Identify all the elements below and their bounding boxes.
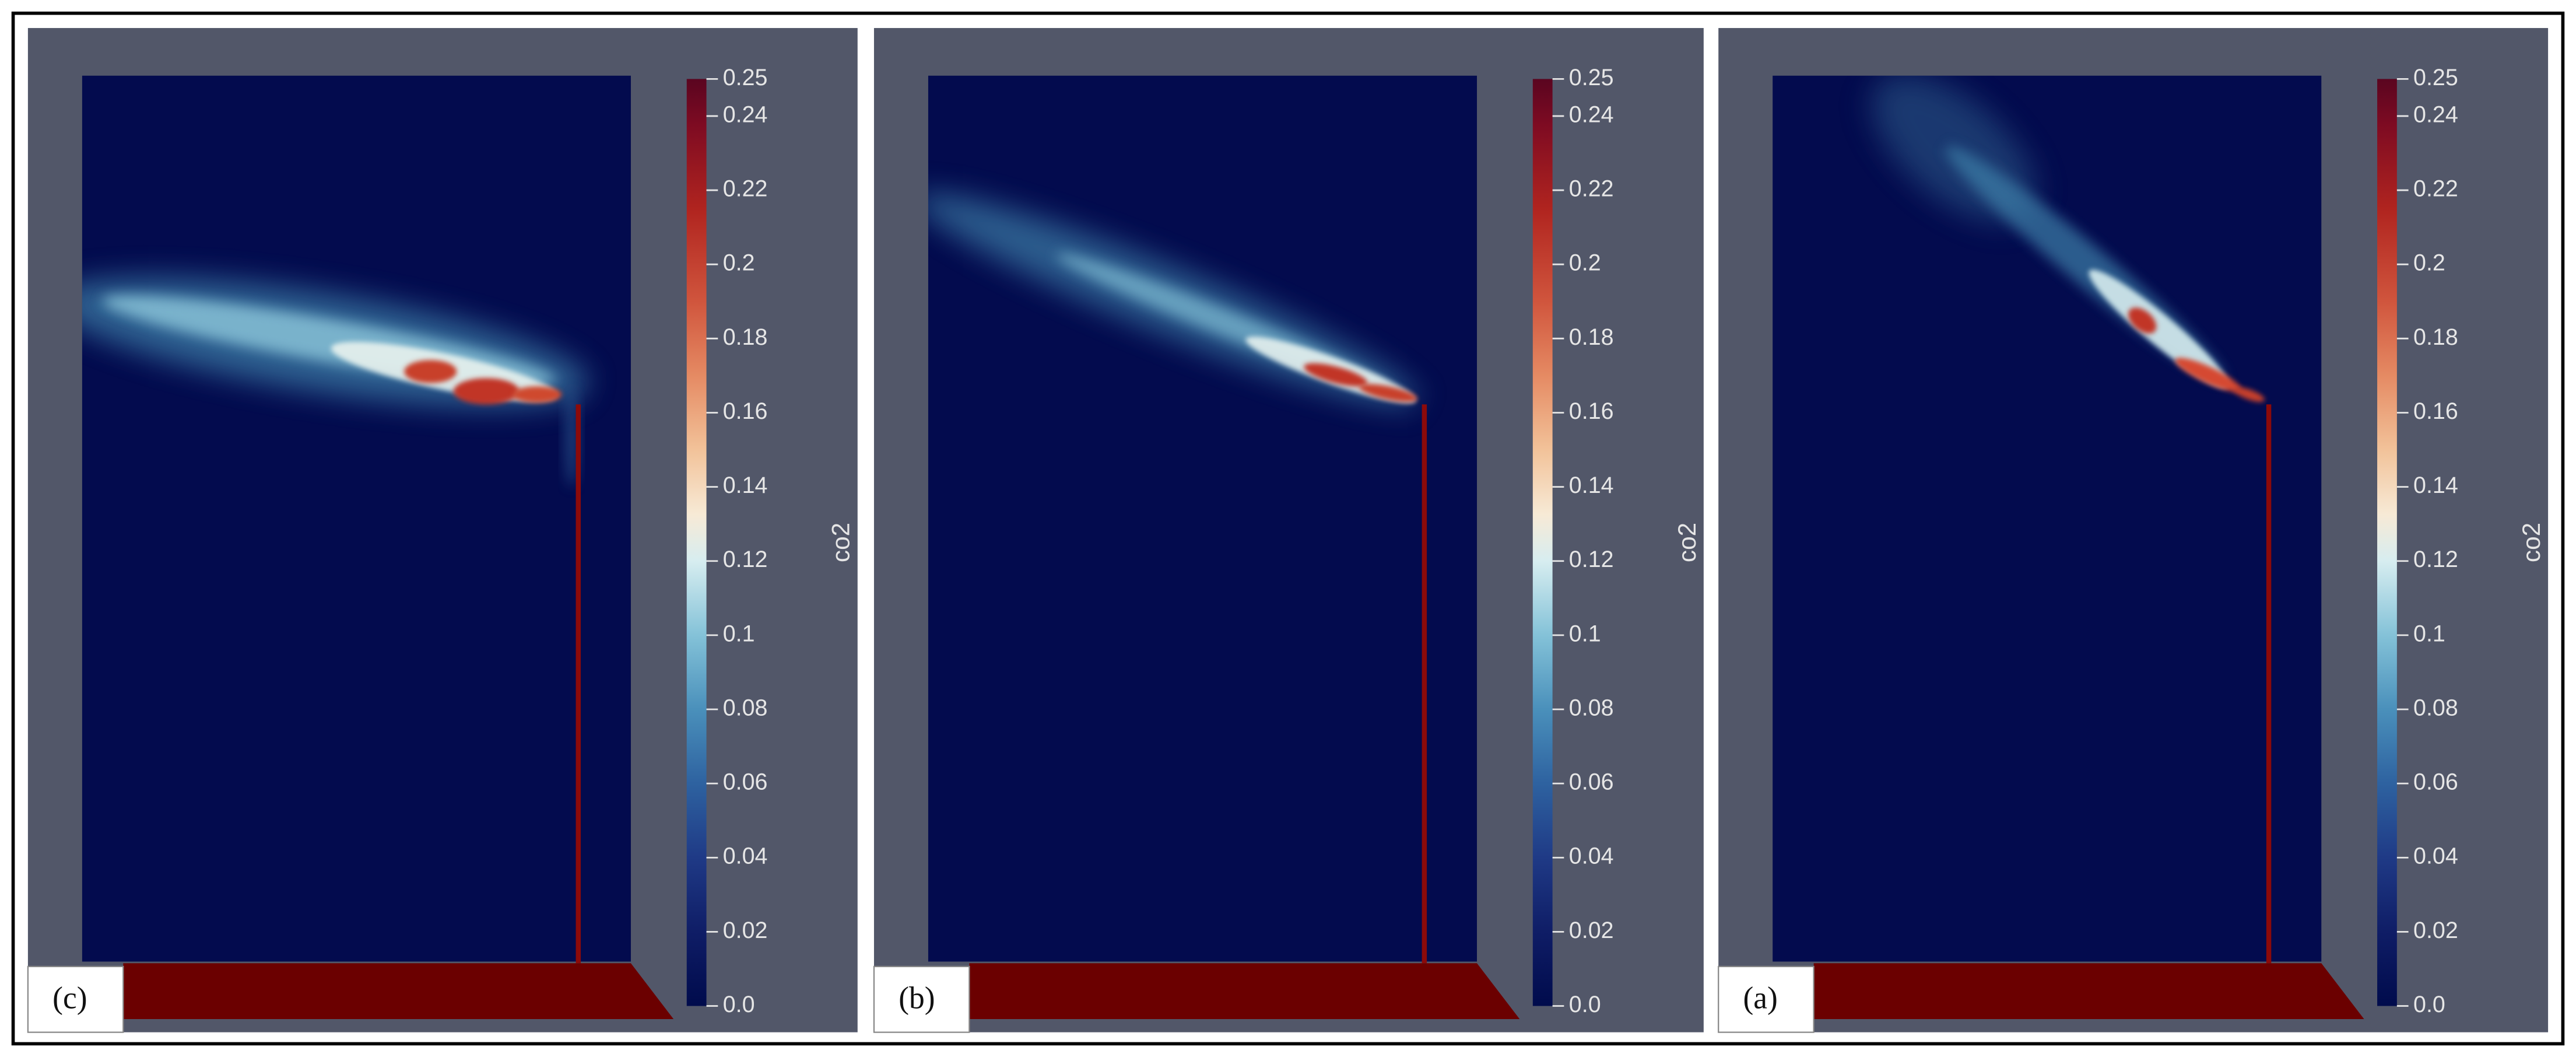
colorbar-tick-label: 0.04 <box>723 844 768 869</box>
colorbar-tick-label: 0.08 <box>723 695 768 720</box>
plume <box>928 193 1419 405</box>
colorbar-tick-label: 0.0 <box>2413 992 2445 1017</box>
colorbar-title: co2 <box>827 523 855 562</box>
colorbar-tick-label: 0.25 <box>1569 65 1614 90</box>
plume-part <box>453 378 520 405</box>
plume-part <box>2233 387 2265 402</box>
colorbar-title: co2 <box>2518 523 2545 562</box>
label-box <box>1718 965 1815 1033</box>
colorbar-tick-label: 0.08 <box>1569 695 1614 720</box>
ground <box>123 963 674 1020</box>
colorbar-tick-label: 0.22 <box>2413 176 2458 202</box>
outer-border <box>11 11 2565 1046</box>
colorbar-tick-label: 0.06 <box>1569 769 1614 795</box>
ground <box>969 963 1520 1020</box>
colorbar-tick-label: 0.22 <box>723 176 768 202</box>
colorbar-tick-label: 0.02 <box>1569 918 1614 943</box>
colorbar-tick-label: 0.2 <box>1569 250 1601 276</box>
plume <box>82 277 588 487</box>
colorbar-tick-label: 0.25 <box>2413 65 2458 90</box>
colorbar-tick-label: 0.22 <box>1569 176 1614 202</box>
colorbar-tick-label: 0.02 <box>2413 918 2458 943</box>
colorbar-title: co2 <box>1673 523 1701 562</box>
colorbar-tick-label: 0.08 <box>2413 695 2458 720</box>
plume-part <box>1304 363 1368 387</box>
colorbar-tick-label: 0.24 <box>1569 102 1614 127</box>
colorbar <box>2377 79 2397 1006</box>
domain <box>928 75 1477 962</box>
colorbar-tick-label: 0.04 <box>1569 844 1614 869</box>
label-box <box>27 965 124 1033</box>
plume-part <box>404 360 457 383</box>
panel: (c) 0.0 0.02 0.04 0.06 0.08 0.1 0.12 0.14 0.16 0.1… <box>27 28 858 1033</box>
colorbar <box>1532 79 1553 1006</box>
colorbar-tick-label: 0.12 <box>1569 547 1614 572</box>
colorbar-tick-label: 0.16 <box>2413 398 2458 424</box>
panel-label: (b) <box>899 980 935 1015</box>
colorbar-tick-label: 0.04 <box>2413 844 2458 869</box>
colorbar-tick-label: 0.1 <box>723 621 755 646</box>
colorbar-tick-label: 0.14 <box>2413 473 2458 498</box>
colorbar-tick-label: 0.1 <box>2413 621 2445 646</box>
colorbar-tick-label: 0.14 <box>723 473 768 498</box>
colorbar-tick-label: 0.12 <box>2413 547 2458 572</box>
colorbar-tick-label: 0.16 <box>723 398 768 424</box>
plume-part <box>2089 270 2229 388</box>
colorbar-tick-label: 0.0 <box>723 992 755 1017</box>
colorbar-tick-label: 0.18 <box>723 324 768 350</box>
domain <box>82 75 631 962</box>
plume-part <box>1359 384 1417 402</box>
colorbar <box>686 79 707 1006</box>
colorbar-tick-label: 0.18 <box>1569 324 1614 350</box>
plume <box>1871 75 2265 402</box>
plume-part <box>513 386 562 403</box>
panel-label: (c) <box>52 980 87 1015</box>
panel: (a) 0.0 0.02 0.04 0.06 0.08 0.1 0.12 0.14 0.16 0.1… <box>1718 28 2549 1033</box>
label-box <box>873 965 970 1033</box>
colorbar-tick-label: 0.16 <box>1569 398 1614 424</box>
panel-label: (a) <box>1743 980 1777 1015</box>
colorbar-tick-label: 0.18 <box>2413 324 2458 350</box>
colorbar-tick-label: 0.24 <box>723 102 768 127</box>
colorbar-tick-label: 0.02 <box>723 918 768 943</box>
colorbar-tick-label: 0.2 <box>723 250 755 276</box>
colorbar-tick-label: 0.24 <box>2413 102 2458 127</box>
colorbar-tick-label: 0.14 <box>1569 473 1614 498</box>
plume-part <box>2175 358 2241 392</box>
colorbar-tick-label: 0.2 <box>2413 250 2445 276</box>
plume-part <box>565 388 578 487</box>
colorbar-tick-label: 0.0 <box>1569 992 1601 1017</box>
colorbar-tick-label: 0.1 <box>1569 621 1601 646</box>
colorbar-tick-label: 0.12 <box>723 547 768 572</box>
ground <box>1813 963 2364 1020</box>
colorbar-tick-label: 0.06 <box>2413 769 2458 795</box>
colorbar-tick-label: 0.06 <box>723 769 768 795</box>
panel: (b) 0.0 0.02 0.04 0.06 0.08 0.1 0.12 0.14 0.16 0.1… <box>873 28 1704 1033</box>
plume-part <box>2128 307 2157 334</box>
colorbar-tick-label: 0.25 <box>723 65 768 90</box>
